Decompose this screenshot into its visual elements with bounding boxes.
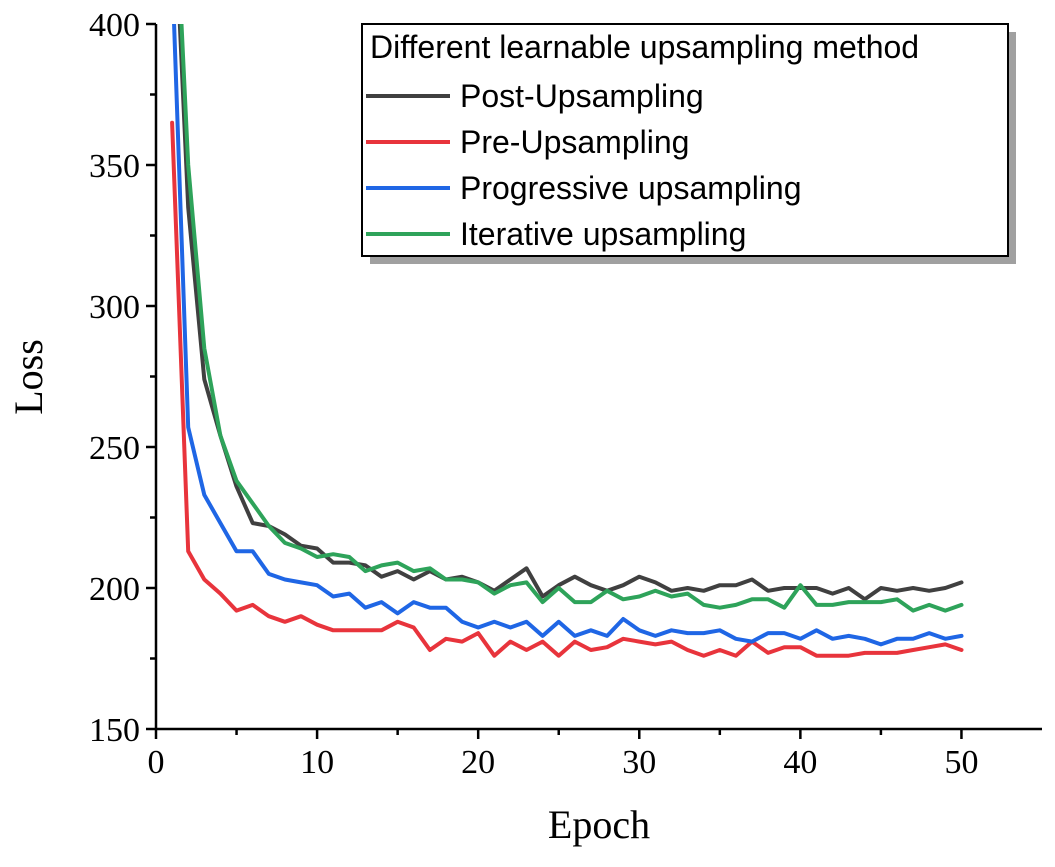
axes: 0 10 20 30 40 50 150 200 250 300 350 400 [89, 7, 1042, 781]
series-line-pre-upsampling [170, 120, 964, 658]
y-tick-label: 150 [89, 712, 140, 749]
y-axis-title: Loss [6, 339, 51, 415]
legend-label: Progressive upsampling [460, 170, 802, 206]
legend-label: Post-Upsampling [460, 78, 704, 114]
legend-label: Iterative upsampling [460, 216, 746, 252]
x-tick-label: 0 [148, 744, 165, 781]
x-tick-label: 30 [622, 744, 656, 781]
y-tick-label: 400 [89, 7, 140, 44]
x-tick-label: 40 [783, 744, 817, 781]
legend: Different learnable upsampling method Po… [361, 23, 1016, 264]
series-layer [170, 24, 964, 658]
y-tick-label: 200 [89, 571, 140, 608]
y-tick-label: 350 [89, 148, 140, 185]
legend-title: Different learnable upsampling method [370, 29, 919, 65]
y-tick-label: 250 [89, 430, 140, 467]
series-line-post-upsampling [177, 24, 964, 602]
legend-items: Post-Upsampling Pre-Upsampling Progressive… [366, 78, 802, 252]
legend-label: Pre-Upsampling [460, 124, 689, 160]
x-ticks: 0 10 20 30 40 50 [148, 729, 978, 781]
y-tick-label: 300 [89, 289, 140, 326]
y-ticks: 150 200 250 300 350 400 [89, 7, 156, 749]
series-line-progressive-upsampling [172, 24, 964, 647]
x-tick-label: 50 [944, 744, 978, 781]
x-axis-title: Epoch [548, 802, 650, 847]
legend-box [361, 23, 1009, 257]
x-tick-label: 10 [300, 744, 334, 781]
series-line-iterative-upsampling [179, 24, 964, 613]
x-tick-label: 20 [461, 744, 495, 781]
